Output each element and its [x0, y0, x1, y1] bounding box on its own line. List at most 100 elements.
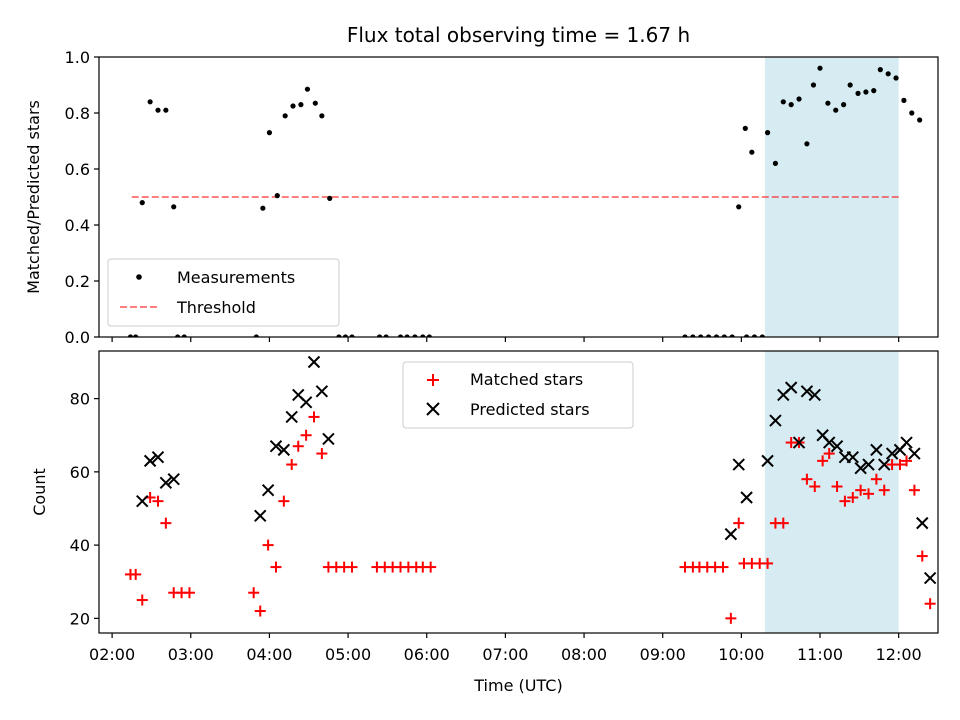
measurement-point: [721, 334, 727, 337]
bottom-panel-counts: 20 40 60 80 02:00 03:00 04:00 05:00 06:00 07:00 08…: [70, 350, 939, 664]
measurement-point: [736, 204, 742, 210]
bottom-legend-box: [402, 361, 634, 429]
top-legend: Measurements Threshold: [107, 258, 340, 327]
predicted-star-point: [307, 355, 321, 369]
predicted-star-point: [900, 436, 913, 449]
measurement-point: [397, 334, 404, 337]
measurement-point: [312, 100, 318, 106]
measurement-point: [163, 107, 169, 113]
x-tick-label: 05:00: [325, 645, 371, 664]
x-tick-label: 08:00: [561, 645, 607, 664]
measurement-point: [788, 102, 794, 108]
x-tick-label: 11:00: [797, 645, 843, 664]
x-tick-label: 09:00: [640, 645, 686, 664]
measurement-point: [804, 141, 810, 147]
matched-star-point: [847, 491, 859, 503]
measurement-point: [833, 107, 839, 113]
predicted-star-point: [732, 458, 745, 471]
measurement-point: [127, 334, 134, 337]
measurement-point: [871, 88, 877, 94]
x-tick-label: 10:00: [718, 645, 764, 664]
measurement-point: [342, 334, 349, 337]
predicted-star-point: [299, 396, 313, 409]
predicted-star-point: [269, 440, 283, 453]
measurement-point: [917, 117, 923, 123]
measurement-point: [376, 334, 383, 337]
measurement-point: [420, 334, 426, 337]
x-tick-label: 07:00: [482, 645, 528, 664]
measurement-point: [260, 205, 266, 211]
predicted-star-point: [830, 440, 844, 453]
predicted-star-point: [792, 436, 806, 449]
matched-star-point: [777, 517, 789, 529]
predicted-star-point: [761, 454, 774, 468]
measurement-point: [810, 82, 817, 88]
predicted-star-point: [862, 458, 875, 471]
measurement-point: [426, 334, 432, 337]
predicted-star-point: [261, 483, 275, 497]
chart-title: Flux total observing time = 1.67 h: [347, 23, 690, 47]
top-panel-ratio: 0.0 0.2 0.4 0.6 0.8 1.0: [65, 48, 939, 347]
measurement-point: [772, 160, 779, 166]
measurement-point: [327, 195, 333, 201]
x-axis-label: Time (UTC): [473, 676, 562, 695]
top-y-tick-label: 0.2: [65, 272, 90, 291]
measurement-point: [349, 334, 355, 337]
top-legend-box: [107, 258, 340, 327]
measurement-point: [171, 204, 177, 210]
predicted-star-point: [769, 414, 782, 427]
measurement-point: [764, 130, 771, 136]
matched-star-point: [863, 488, 875, 500]
matched-star-point: [262, 539, 274, 551]
predicted-star-point: [846, 451, 859, 464]
matched-star-point: [270, 561, 282, 573]
bottom-y-tick-label: 20: [70, 609, 90, 628]
measurement-point: [412, 334, 418, 337]
measurement-point: [863, 89, 869, 95]
bottom-legend: Matched stars Predicted stars: [402, 361, 634, 429]
measurement-point: [147, 99, 153, 105]
top-y-axis-label: Matched/Predicted stars: [24, 100, 43, 294]
measurement-point: [780, 99, 786, 105]
predicted-star-point: [878, 458, 891, 471]
matched-star-point: [817, 455, 829, 467]
measurement-point: [817, 65, 823, 71]
measurement-point: [885, 71, 891, 77]
measurement-point: [383, 334, 389, 337]
matched-star-point: [831, 481, 843, 493]
matched-star-point: [254, 605, 266, 617]
measurement-point: [304, 86, 311, 92]
measurement-point: [909, 110, 915, 116]
measurement-point: [404, 334, 410, 337]
matched-star-point: [809, 481, 821, 493]
legend-threshold-label: Threshold: [176, 298, 256, 317]
measurement-point: [133, 334, 139, 337]
matched-star-point: [136, 594, 148, 606]
top-y-tick-label: 0.6: [65, 160, 90, 179]
matched-star-point: [894, 459, 906, 471]
matched-star-point: [870, 473, 882, 485]
legend-matched-label: Matched stars: [470, 370, 583, 389]
x-tick-label: 04:00: [246, 645, 292, 664]
predicted-star-point: [916, 516, 929, 530]
matched-star-point: [286, 459, 298, 471]
matched-star-point: [152, 495, 164, 507]
legend-measurements-marker: [136, 274, 142, 280]
measurement-point: [729, 334, 735, 337]
predicted-star-point: [800, 385, 814, 398]
measurement-point: [698, 334, 704, 337]
measurement-point: [749, 149, 755, 155]
measurement-point: [319, 113, 325, 119]
measurement-point: [181, 334, 187, 337]
predicted-star-point: [740, 491, 753, 504]
x-tick-label: 03:00: [168, 645, 214, 664]
predicted-star-point: [315, 385, 329, 398]
measurement-point: [336, 334, 342, 337]
measurement-point: [253, 334, 259, 337]
predicted-star-point: [285, 410, 298, 424]
matched-star-point: [346, 561, 358, 573]
x-tick-label: 06:00: [404, 645, 450, 664]
measurement-point: [847, 82, 853, 88]
measurement-point: [266, 130, 273, 136]
top-y-tick-label: 1.0: [65, 48, 90, 67]
